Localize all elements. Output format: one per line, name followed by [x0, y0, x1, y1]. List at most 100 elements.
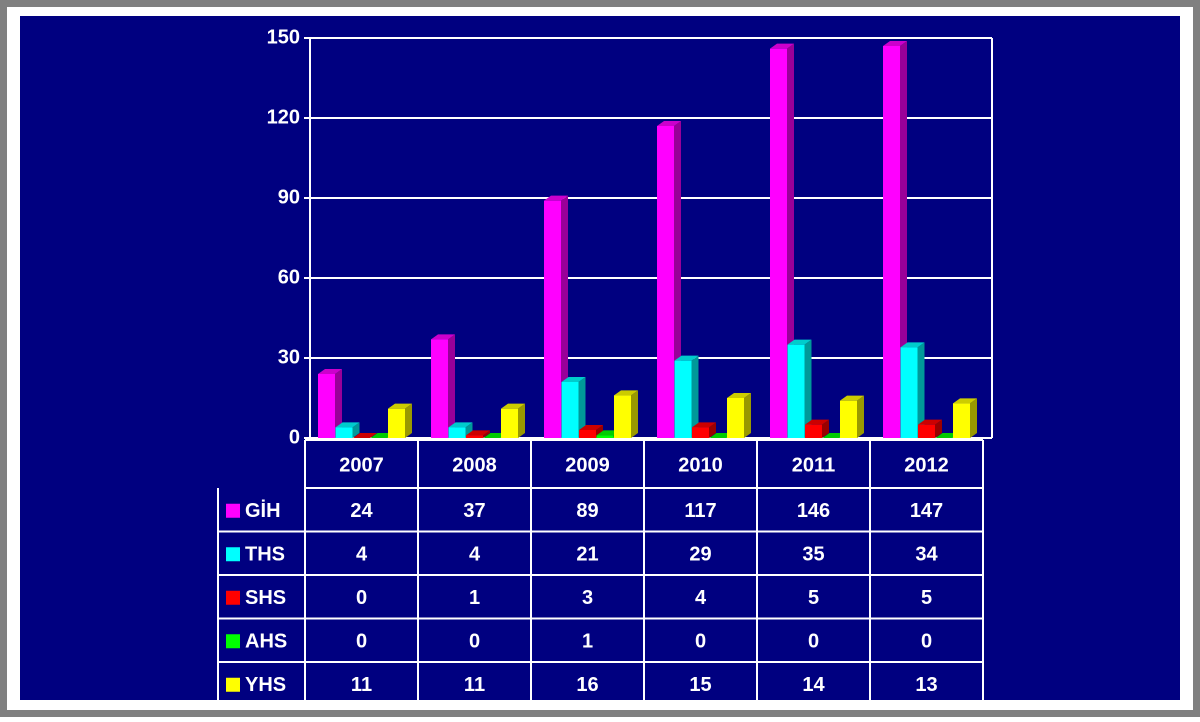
- bar: [388, 408, 405, 438]
- bar-side: [518, 403, 525, 438]
- bar: [501, 408, 518, 438]
- table-value: 0: [356, 587, 367, 609]
- table-value: 3: [582, 587, 593, 609]
- bar-side: [900, 41, 907, 438]
- x-tick-label: 2011: [792, 454, 835, 476]
- legend-swatch: [226, 677, 240, 692]
- legend-swatch: [226, 503, 240, 518]
- table-value: 117: [684, 500, 716, 522]
- bar-top: [335, 422, 360, 428]
- bar-top: [318, 369, 342, 374]
- bar-top: [840, 395, 864, 401]
- bar: [596, 435, 614, 438]
- bar: [770, 48, 787, 439]
- y-tick-label: 150: [267, 26, 300, 48]
- bar-side: [405, 403, 412, 438]
- bar-top: [388, 403, 412, 409]
- table-value: 0: [695, 631, 706, 653]
- table-value: 89: [576, 500, 598, 522]
- legend-label: SHS: [245, 587, 286, 609]
- bar-top: [770, 43, 794, 49]
- table-value: 5: [921, 587, 932, 609]
- bar-side: [709, 422, 716, 438]
- bar: [674, 360, 692, 438]
- legend-label: YHS: [245, 674, 286, 696]
- table-value: 147: [910, 500, 943, 522]
- table-value: 0: [356, 631, 367, 653]
- bar-side: [483, 430, 490, 438]
- bar: [805, 424, 822, 438]
- bar-side: [970, 398, 977, 438]
- bar-side: [857, 395, 864, 438]
- bar-top: [579, 425, 603, 430]
- bar: [918, 424, 935, 438]
- legend-label: AHS: [245, 631, 287, 653]
- bar-side: [744, 393, 751, 438]
- table-value: 4: [469, 544, 481, 566]
- bar-side: [578, 377, 586, 438]
- bar-side: [822, 419, 829, 438]
- bar-top: [614, 390, 638, 396]
- bar: [900, 347, 918, 438]
- bar: [448, 427, 466, 438]
- x-tick-label: 2010: [678, 454, 723, 476]
- table-value: 35: [802, 544, 824, 566]
- bar: [787, 344, 805, 438]
- table-value: 1: [469, 587, 480, 609]
- x-tick-label: 2012: [904, 454, 949, 476]
- bar-side: [631, 390, 638, 438]
- bar: [883, 46, 900, 438]
- bar-top: [692, 422, 716, 428]
- table-value: 11: [464, 674, 485, 696]
- table-value: 146: [797, 500, 830, 522]
- bar-side: [917, 342, 925, 438]
- bar-side: [804, 339, 812, 438]
- x-tick-label: 2008: [452, 454, 497, 476]
- bar: [544, 200, 561, 438]
- x-tick-label: 2009: [565, 454, 610, 476]
- bar: [466, 435, 483, 438]
- bar-top: [674, 355, 699, 361]
- bar-top: [561, 377, 586, 382]
- table-value: 13: [915, 674, 937, 696]
- table-value: 1: [582, 631, 593, 653]
- table-value: 15: [689, 674, 711, 696]
- table-value: 29: [689, 544, 711, 566]
- table-value: 0: [808, 631, 819, 653]
- table-value: 24: [350, 500, 373, 522]
- bar: [335, 427, 353, 438]
- bar: [953, 403, 970, 438]
- bar-top: [353, 433, 377, 438]
- legend-swatch: [226, 547, 240, 562]
- bar: [692, 427, 709, 438]
- x-tick-label: 2007: [339, 454, 384, 476]
- table-value: 37: [463, 500, 485, 522]
- bar-top: [883, 41, 907, 46]
- bar-side: [335, 369, 342, 438]
- bar-side: [935, 419, 942, 438]
- bar-side: [561, 195, 568, 438]
- legend-label: THS: [245, 544, 285, 566]
- bar-top: [900, 342, 925, 348]
- bar-top: [448, 422, 473, 428]
- legend-swatch: [226, 634, 240, 649]
- y-tick-label: 30: [278, 346, 300, 368]
- bar-top: [501, 403, 525, 409]
- table-value: 21: [576, 544, 598, 566]
- bar: [614, 395, 631, 438]
- bar: [579, 430, 596, 438]
- bar-side: [691, 355, 699, 438]
- bar: [431, 339, 448, 438]
- table-value: 0: [921, 631, 932, 653]
- table-value: 4: [695, 587, 707, 609]
- bar-top: [657, 121, 681, 126]
- bar-top: [544, 195, 568, 201]
- bar-top: [431, 334, 455, 340]
- table-value: 11: [351, 674, 372, 696]
- y-tick-label: 90: [278, 186, 300, 208]
- bar: [727, 398, 744, 438]
- y-tick-label: 120: [267, 106, 300, 128]
- bar: [840, 400, 857, 438]
- table-value: 5: [808, 587, 819, 609]
